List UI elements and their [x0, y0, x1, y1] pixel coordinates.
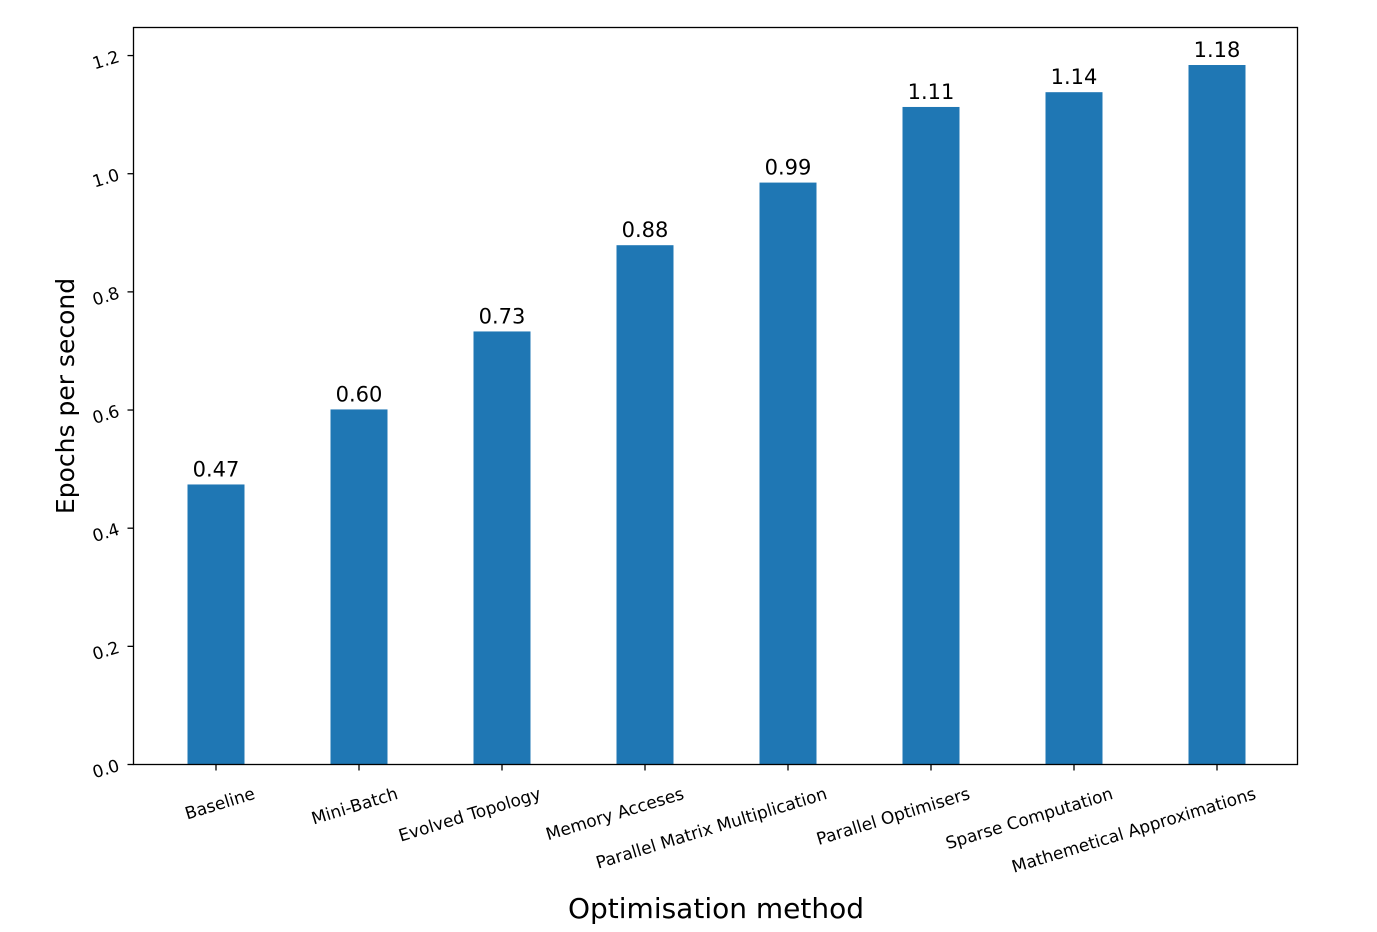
bar-2: [330, 409, 388, 765]
y-axis-ticks: 0.0 0.2 0.4 0.6 0.8 1.0 1.2: [90, 47, 134, 783]
bar-value-label: 0.73: [479, 304, 526, 328]
bar-3: [473, 331, 531, 765]
x-axis-label: Optimisation method: [568, 892, 864, 925]
y-tick-label: 0.6: [90, 402, 122, 429]
plot-frame: [132, 26, 1299, 766]
bar-5: [759, 182, 817, 765]
y-tick-label: 0.2: [90, 638, 122, 665]
bar-4: [616, 245, 674, 765]
x-tick-label: Baseline: [183, 784, 258, 824]
bar-7: [1045, 92, 1103, 765]
bar-value-label: 1.11: [908, 80, 955, 104]
y-tick-label: 0.0: [90, 756, 122, 783]
bar-8: [1188, 65, 1246, 765]
bar-1: [187, 484, 245, 765]
bar-value-label: 0.60: [336, 382, 383, 406]
bar-6: [902, 106, 960, 765]
bar-value-label: 0.99: [765, 156, 812, 180]
bar-value-label: 1.18: [1194, 38, 1241, 62]
bar-value-label: 1.14: [1051, 65, 1098, 89]
bar-value-label: 0.88: [622, 218, 669, 242]
x-tick-label: Parallel Matrix Multiplication: [594, 784, 830, 873]
y-tick-label: 1.0: [90, 165, 122, 192]
y-tick-label: 0.4: [90, 520, 122, 547]
y-tick-label: 1.2: [90, 47, 122, 74]
x-tick-label: Evolved Topology: [396, 784, 543, 846]
y-tick-label: 0.8: [90, 284, 122, 311]
bars-group: [187, 65, 1246, 765]
x-tick-label: Mathemetical Approximations: [1010, 784, 1259, 877]
value-labels-group: 0.47 0.60 0.73 0.88 0.99 1.11 1.14 1.18: [193, 38, 1241, 481]
bar-value-label: 0.47: [193, 457, 240, 481]
y-axis-label: Epochs per second: [51, 278, 80, 514]
x-tick-label: Mini-Batch: [309, 784, 400, 829]
